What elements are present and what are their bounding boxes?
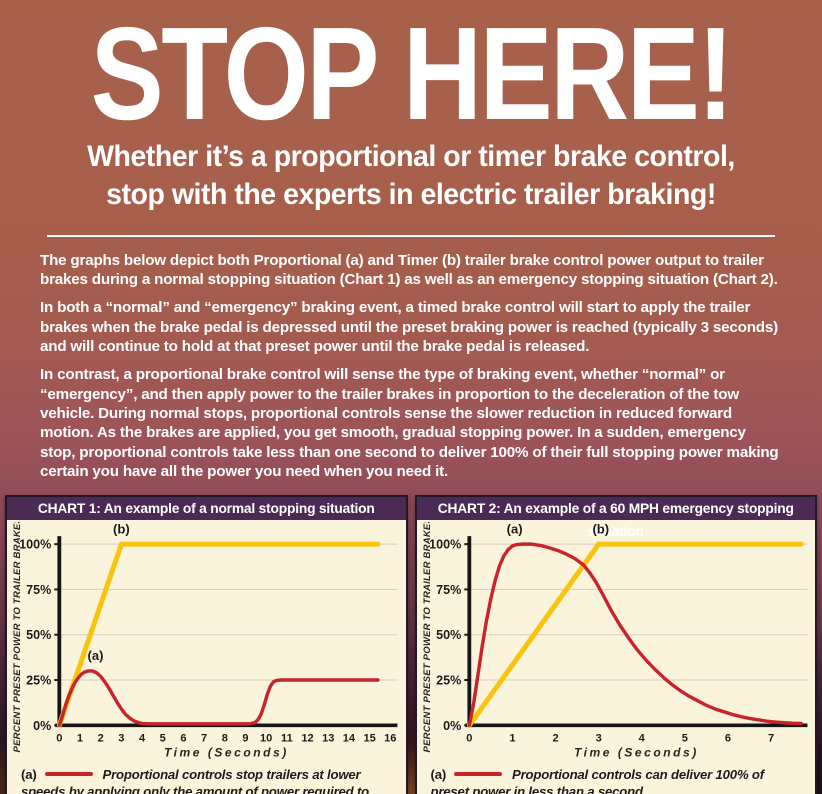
intro-paragraph-3: In contrast, a proportional brake contro… — [40, 366, 779, 480]
svg-text:1: 1 — [77, 732, 83, 744]
svg-text:14: 14 — [343, 732, 356, 744]
chart2-panel: CHART 2: An example of a 60 MPH emergenc… — [414, 495, 817, 794]
svg-text:7: 7 — [201, 732, 207, 744]
legend-text: Proportional controls stop trailers at l… — [21, 766, 370, 794]
red-line-swatch — [44, 772, 93, 777]
svg-text:0: 0 — [466, 732, 472, 744]
svg-text:100%: 100% — [19, 538, 51, 552]
hero-subtitle: Whether it’s a proportional or timer bra… — [21, 138, 802, 214]
svg-text:3: 3 — [118, 732, 124, 744]
svg-text:6: 6 — [180, 732, 186, 744]
svg-text:PERCENT PRESET POWER TO TRAILE: PERCENT PRESET POWER TO TRAILER BRAKES — [422, 522, 433, 752]
svg-text:75%: 75% — [436, 583, 461, 597]
intro-paragraph-2: In both a “normal” and “emergency” braki… — [40, 299, 778, 356]
legend-tag-a: (a) — [430, 766, 447, 782]
svg-text:15: 15 — [363, 732, 375, 744]
svg-text:7: 7 — [768, 732, 774, 744]
chart1-canvas: 0%25%50%75%100%0 1 2 3 4 5 6 7 8 9 10 11 12 13 14 15 16T… — [12, 522, 398, 760]
svg-text:4: 4 — [139, 732, 146, 744]
svg-text:2: 2 — [552, 732, 558, 744]
svg-text:13: 13 — [322, 732, 334, 744]
divider-line — [47, 234, 775, 237]
svg-text:(b): (b) — [592, 522, 609, 536]
chart2-canvas: 0% 25% 50% 75% 100% 0 1 2 3 4 5 6 7 Time (Seconds) PER… — [422, 522, 807, 760]
svg-text:(a): (a) — [506, 522, 522, 536]
svg-text:10: 10 — [260, 732, 272, 744]
svg-text:5: 5 — [681, 732, 687, 744]
svg-text:25%: 25% — [436, 674, 461, 688]
svg-text:50%: 50% — [26, 628, 51, 642]
legend-tag-a: (a) — [21, 766, 37, 782]
svg-text:25%: 25% — [26, 674, 51, 688]
chart2-title: CHART 2: An example of a 60 MPH emergenc… — [416, 497, 815, 539]
chart1-legend: (a) Proportional controls stop trailers a… — [9, 766, 404, 794]
hero-subtitle-line1: Whether it’s a proportional or timer bra… — [87, 140, 735, 174]
svg-text:PERCENT PRESET POWER TO TRAILE: PERCENT PRESET POWER TO TRAILER BRAKES — [12, 522, 23, 752]
charts-row: CHART 1: An example of a normal stopping… — [0, 495, 822, 794]
svg-text:0%: 0% — [33, 719, 51, 733]
hero-subtitle-line2: stop with the experts in electric traile… — [106, 178, 716, 212]
svg-text:100%: 100% — [429, 538, 461, 552]
hero-section: STOP HERE! Whether it’s a proportional o… — [0, 0, 822, 214]
svg-text:1: 1 — [509, 732, 515, 744]
svg-text:(a): (a) — [88, 648, 104, 663]
svg-text:8: 8 — [222, 732, 228, 744]
svg-text:0: 0 — [56, 732, 62, 744]
svg-text:6: 6 — [724, 732, 730, 744]
svg-text:2: 2 — [98, 732, 104, 744]
svg-text:12: 12 — [301, 732, 313, 744]
red-line-swatch — [454, 772, 503, 777]
svg-text:16: 16 — [384, 732, 396, 744]
svg-text:3: 3 — [595, 732, 601, 744]
chart1-panel: CHART 1: An example of a normal stopping… — [5, 495, 408, 794]
chart2-body: 0% 25% 50% 75% 100% 0 1 2 3 4 5 6 7 Time (Seconds) PER… — [417, 520, 816, 794]
legend-text: Proportional controls can deliver 100% o… — [430, 766, 765, 794]
svg-text:Time (Seconds): Time (Seconds) — [164, 746, 289, 760]
hero-title: STOP HERE! — [90, 0, 734, 147]
svg-text:9: 9 — [242, 732, 248, 744]
chart1-body: 0% 25% 50% 75% 100% 0 1 2 3 4 5 6 7 8 9 10 11 12 13 14 15 16 T… — [7, 520, 406, 794]
legend-item: (a) Proportional controls can deliver 100… — [431, 766, 802, 794]
svg-text:4: 4 — [638, 732, 645, 744]
svg-text:11: 11 — [281, 732, 293, 744]
legend-item: (a) Proportional controls stop trailers a… — [21, 766, 392, 794]
svg-text:(b): (b) — [113, 522, 130, 536]
chart2-legend: (a) Proportional controls can deliver 100… — [419, 766, 814, 794]
svg-text:Time (Seconds): Time (Seconds) — [573, 746, 698, 760]
svg-text:5: 5 — [160, 732, 166, 744]
intro-text: The graphs below depict both Proportiona… — [40, 251, 782, 481]
svg-text:50%: 50% — [436, 628, 461, 642]
svg-text:75%: 75% — [26, 583, 51, 597]
intro-paragraph-1: The graphs below depict both Proportiona… — [40, 251, 778, 289]
chart1-title: CHART 1: An example of a normal stopping… — [7, 497, 406, 521]
svg-text:0%: 0% — [443, 719, 461, 733]
